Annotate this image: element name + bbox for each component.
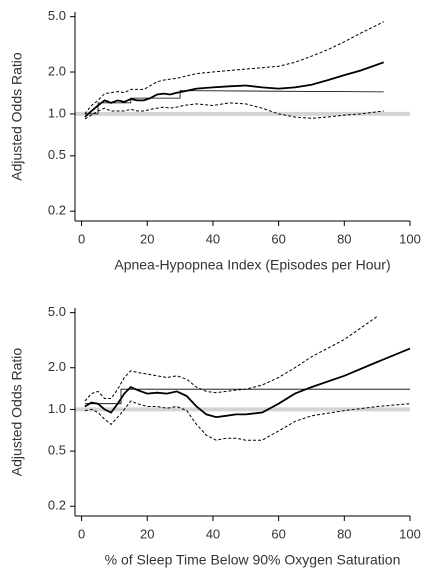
series-line	[84, 90, 384, 115]
y-axis-label: Adjusted Odds Ratio	[9, 348, 25, 477]
x-tick-label: 0	[78, 526, 85, 541]
x-tick-label: 0	[78, 231, 85, 246]
x-axis-label: Apnea-Hypopnea Index (Episodes per Hour)	[114, 257, 390, 273]
y-tick-label: 5.0	[48, 304, 66, 319]
x-tick-label: 60	[271, 231, 285, 246]
y-tick-label: 5.0	[48, 8, 66, 23]
y-tick-label: 0.2	[48, 498, 66, 513]
y-tick-label: 1.0	[48, 401, 66, 416]
x-tick-label: 100	[399, 526, 421, 541]
series-line	[84, 347, 411, 419]
x-tick-label: 60	[271, 526, 285, 541]
series-line	[84, 388, 410, 405]
y-axis-label: Adjusted Odds Ratio	[9, 52, 25, 181]
x-tick-label: 100	[399, 231, 421, 246]
y-tick-label: 2.0	[48, 359, 66, 374]
x-tick-label: 40	[206, 231, 220, 246]
series-line	[84, 21, 384, 115]
y-tick-label: 0.5	[48, 443, 66, 458]
y-tick-label: 2.0	[48, 63, 66, 78]
y-tick-label: 1.0	[48, 105, 66, 120]
x-axis-label: % of Sleep Time Below 90% Oxygen Saturat…	[105, 552, 401, 568]
x-tick-label: 80	[337, 526, 351, 541]
x-tick-label: 40	[206, 526, 220, 541]
series-line	[84, 102, 384, 120]
x-tick-label: 20	[140, 231, 154, 246]
x-tick-label: 20	[140, 526, 154, 541]
series-line	[84, 61, 385, 118]
y-tick-label: 0.2	[48, 203, 66, 218]
y-tick-label: 0.5	[48, 147, 66, 162]
x-tick-label: 80	[337, 231, 351, 246]
series-line	[84, 400, 411, 441]
